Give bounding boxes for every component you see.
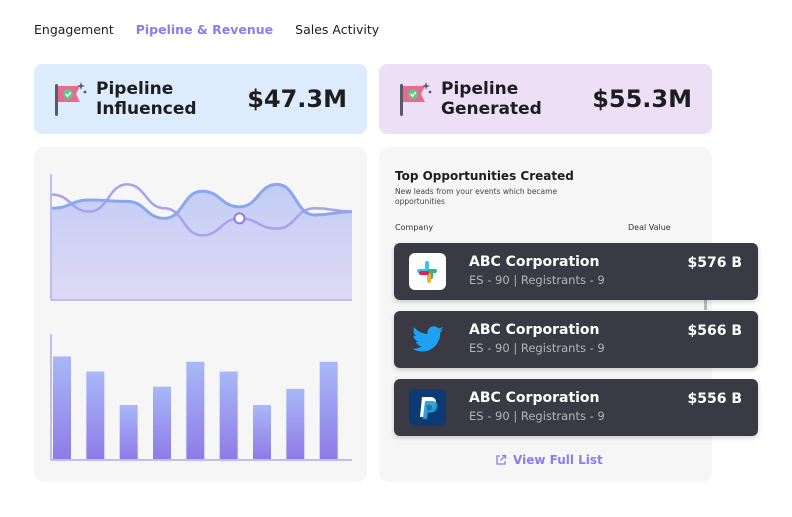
column-header-company: Company xyxy=(395,223,434,232)
opportunity-row[interactable]: ABC Corporation ES - 90 | Registrants - … xyxy=(394,311,758,368)
bar xyxy=(53,356,71,459)
bar xyxy=(86,371,105,459)
bar xyxy=(153,386,171,459)
tab-pipeline-revenue[interactable]: Pipeline & Revenue xyxy=(135,22,274,37)
bar xyxy=(253,405,271,459)
line-chart-area xyxy=(52,184,352,299)
twitter-icon xyxy=(409,321,446,358)
company-meta: ES - 90 | Registrants - 9 xyxy=(469,409,605,423)
kpi-label-line1: Pipeline xyxy=(441,79,519,99)
view-full-list-link[interactable]: View Full List xyxy=(495,453,603,467)
tab-sales-activity[interactable]: Sales Activity xyxy=(295,22,380,37)
company-name: ABC Corporation xyxy=(469,390,600,406)
opportunity-row[interactable]: ABC Corporation ES - 90 | Registrants - … xyxy=(394,379,758,436)
company-name: ABC Corporation xyxy=(469,254,600,270)
line-chart xyxy=(50,174,353,301)
line-chart-highlight-point[interactable] xyxy=(233,212,246,225)
bar xyxy=(119,405,138,459)
opportunities-title: Top Opportunities Created xyxy=(395,169,574,183)
slack-icon xyxy=(409,253,446,290)
opportunity-row[interactable]: ABC Corporation ES - 90 | Registrants - … xyxy=(394,243,758,300)
line-chart-series-1 xyxy=(51,183,353,237)
paypal-icon xyxy=(409,389,446,426)
opportunities-subtitle: New leads from your events which became … xyxy=(395,187,558,206)
kpi-pipeline-generated: Pipeline Generated $55.3M xyxy=(379,64,712,134)
company-meta: ES - 90 | Registrants - 9 xyxy=(469,341,605,355)
company-name: ABC Corporation xyxy=(469,322,600,338)
kpi-label-line2: Influenced xyxy=(96,99,197,119)
tab-engagement[interactable]: Engagement xyxy=(34,22,114,37)
bar xyxy=(186,361,205,459)
kpi-value: $47.3M xyxy=(247,85,347,113)
row-connector xyxy=(704,298,707,310)
bar xyxy=(286,388,305,459)
kpi-label: Pipeline Influenced xyxy=(96,79,206,119)
kpi-pipeline-influenced: Pipeline Influenced $47.3M xyxy=(34,64,367,134)
column-header-deal-value: Deal Value xyxy=(628,223,671,232)
kpi-label: Pipeline Generated xyxy=(441,79,551,119)
external-link-icon xyxy=(496,454,507,465)
pipeline-flag-icon xyxy=(55,82,87,116)
deal-value: $576 B xyxy=(687,255,742,271)
pipeline-flag-icon xyxy=(400,82,432,116)
kpi-label-line1: Pipeline xyxy=(96,79,174,99)
tab-bar: Engagement Pipeline & Revenue Sales Acti… xyxy=(34,22,401,37)
bar-chart xyxy=(50,334,352,461)
company-meta: ES - 90 | Registrants - 9 xyxy=(469,273,605,287)
view-full-list-label: View Full List xyxy=(513,453,603,467)
kpi-value: $55.3M xyxy=(592,85,692,113)
deal-value: $556 B xyxy=(687,391,742,407)
charts-card xyxy=(34,147,367,482)
bar xyxy=(319,361,338,459)
line-chart-series-2 xyxy=(51,182,353,220)
deal-value: $566 B xyxy=(687,323,742,339)
bar xyxy=(219,371,238,459)
kpi-label-line2: Generated xyxy=(441,99,542,119)
